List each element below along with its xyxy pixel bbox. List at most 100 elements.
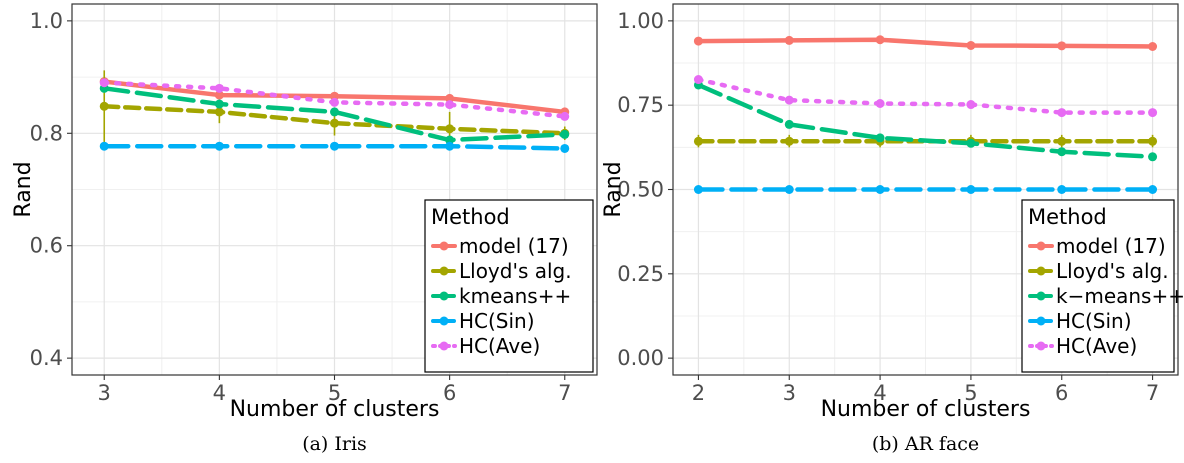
data-point	[966, 185, 976, 194]
series-3	[693, 80, 1158, 162]
data-point	[1057, 185, 1067, 194]
legend-key-point	[1036, 266, 1046, 276]
series-1	[693, 35, 1158, 51]
x-tick-label: 4	[213, 381, 226, 405]
series-line	[696, 37, 1155, 49]
x-tick-label: 7	[558, 381, 571, 405]
data-point	[1057, 136, 1067, 146]
legend-label: Lloyd's alg.	[1056, 259, 1169, 283]
y-tick-label: 0.75	[617, 93, 664, 117]
x-tick-label: 4	[873, 381, 886, 405]
legend-key-point	[439, 266, 449, 276]
legend-key-point	[439, 341, 449, 351]
x-tick-label: 2	[692, 381, 705, 405]
legend-key-point	[1036, 341, 1046, 351]
series-line	[696, 82, 1155, 160]
data-point	[1057, 147, 1067, 157]
data-point	[875, 35, 885, 45]
data-point	[330, 141, 339, 151]
data-point	[875, 98, 885, 108]
x-axis-label: Number of clusters	[230, 397, 440, 422]
data-point	[1057, 108, 1067, 118]
data-point	[445, 135, 455, 145]
data-point	[966, 40, 976, 50]
x-tick-label: 7	[1146, 381, 1159, 405]
data-point	[693, 185, 703, 194]
legend-label: model (17)	[459, 234, 569, 258]
data-point	[214, 83, 224, 93]
legend: Method model (17)Lloyd's alg.kmeans++HC(S…	[424, 199, 594, 373]
data-point	[214, 141, 224, 151]
series-5	[99, 78, 570, 121]
y-tick-label: 0.4	[30, 346, 63, 370]
legend-title: Method	[431, 205, 510, 229]
data-point	[784, 119, 794, 129]
legend-box	[1021, 199, 1175, 373]
data-point	[1148, 41, 1158, 51]
legend-key-point	[439, 241, 449, 251]
data-point	[445, 93, 455, 103]
figure-caption: (a) Iris	[302, 433, 367, 455]
legend-label: HC(Ave)	[1056, 334, 1137, 358]
y-tick-label: 0.00	[617, 346, 664, 370]
data-point	[784, 95, 794, 105]
y-tick-label: 0.6	[30, 234, 63, 258]
series-3	[99, 83, 570, 145]
data-point	[784, 185, 794, 194]
data-point	[445, 141, 455, 151]
series-4	[693, 185, 1158, 194]
y-tick-label: 0.50	[617, 178, 664, 202]
legend-label: HC(Sin)	[1056, 309, 1132, 333]
y-axis-label: Rand	[601, 161, 626, 217]
data-point	[99, 78, 109, 88]
x-tick-label: 3	[783, 381, 796, 405]
data-point	[330, 97, 339, 107]
y-tick-label: 0.8	[30, 121, 63, 145]
x-axis-label: Number of clusters	[821, 397, 1031, 422]
x-tick-label: 5	[964, 381, 977, 405]
data-point	[560, 143, 570, 153]
legend-label: kmeans++	[459, 284, 571, 308]
data-point	[875, 133, 885, 143]
data-point	[560, 111, 570, 121]
data-point	[1148, 108, 1158, 118]
legend-key-point	[1036, 241, 1046, 251]
chart-panel-2: 0.00 0.25 0.50 0.75 1.00 2 3 4 5 6 7 Number of clus…	[601, 3, 1184, 455]
data-point	[1148, 136, 1158, 146]
data-point	[784, 35, 794, 45]
x-tick-label: 6	[443, 381, 456, 405]
legend-key-point	[1036, 291, 1046, 301]
data-point	[214, 90, 224, 100]
data-point	[445, 100, 455, 110]
legend-key-point	[439, 291, 449, 301]
series-line	[696, 77, 1155, 115]
data-point	[560, 129, 570, 139]
x-tick-label: 6	[1055, 381, 1068, 405]
data-point	[330, 118, 339, 128]
data-point	[784, 136, 794, 146]
data-point	[966, 138, 976, 148]
data-point	[330, 107, 339, 117]
data-point	[966, 100, 976, 110]
y-tick-label: 1.0	[30, 9, 63, 33]
data-point	[693, 75, 703, 85]
y-axis-label: Rand	[11, 161, 36, 217]
series-4	[99, 141, 570, 153]
legend-label: Lloyd's alg.	[459, 259, 572, 283]
data-point	[99, 101, 109, 111]
data-point	[1148, 185, 1158, 194]
data-point	[875, 185, 885, 194]
legend-box	[424, 199, 594, 373]
data-point	[693, 36, 703, 46]
legend-key-point	[1036, 316, 1046, 326]
legend-key-point	[439, 316, 449, 326]
chart-panel-1: 0.4 0.6 0.8 1.0 3 4 5 6 7 Number of clusters Rand (…	[11, 3, 598, 455]
figure-caption: (b) AR face	[872, 433, 979, 455]
data-point	[445, 124, 455, 134]
data-point	[330, 91, 339, 101]
data-point	[214, 107, 224, 117]
data-point	[99, 141, 109, 151]
x-tick-label: 5	[328, 381, 341, 405]
